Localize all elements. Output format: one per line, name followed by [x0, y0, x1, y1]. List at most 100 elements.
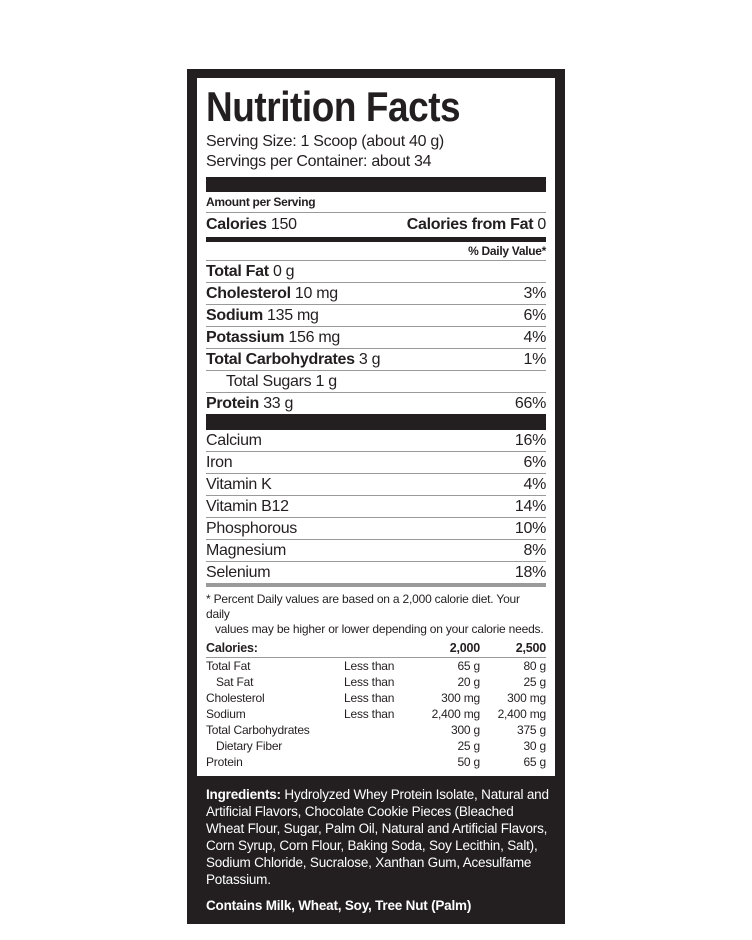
- vitamin-name: Magnesium: [206, 541, 287, 559]
- vitamin-name: Iron: [206, 453, 233, 471]
- nutrient-name: Total Sugars: [226, 372, 312, 390]
- nutrient-amount: 3 g: [358, 350, 381, 368]
- nutrient-row: Sodium 135 mg 6%: [206, 305, 546, 327]
- vitamin-name: Phosphorous: [206, 519, 297, 537]
- label-title: Nutrition Facts: [206, 83, 461, 130]
- daily-value-header: % Daily Value*: [468, 244, 546, 258]
- vitamin-daily-value: 16%: [514, 431, 546, 449]
- thick-divider: [206, 177, 546, 192]
- table-header-cell: 2,000: [414, 639, 480, 658]
- table-row: Total Fat Less than 65 g 80 g: [206, 658, 546, 675]
- nutrient-daily-value: 3%: [523, 284, 546, 302]
- amount-per-serving-row: Amount per Serving: [206, 192, 546, 213]
- table-cell: Protein: [206, 755, 243, 769]
- vitamin-daily-value: 6%: [523, 453, 546, 471]
- nutrition-panel: Nutrition Facts Serving Size: 1 Scoop (a…: [197, 78, 555, 776]
- nutrient-name-amount: Protein 33 g: [206, 395, 293, 413]
- nutrient-name-amount: Sodium 135 mg: [206, 307, 319, 325]
- table-cell: 65 g: [523, 755, 546, 769]
- table-cell: Total Carbohydrates: [206, 723, 310, 737]
- table-cell: Less than: [344, 691, 395, 705]
- nutrient-amount: 135 mg: [267, 306, 319, 324]
- nutrient-daily-value: 1%: [523, 350, 546, 368]
- table-cell: Dietary Fiber: [216, 739, 283, 753]
- daily-value-table: Calories: 2,000 2,500 Total Fat Less than 65 …: [206, 639, 546, 770]
- footnote-line-2: values may be higher or lower depending …: [215, 622, 544, 636]
- table-row: Cholesterol Less than 300 mg 300 mg: [206, 690, 546, 706]
- table-header-cell: [344, 639, 414, 658]
- calories-row: Calories 150 Calories from Fat 0: [206, 213, 546, 242]
- nutrient-amount: 10 mg: [294, 284, 338, 302]
- table-cell: Sat Fat: [216, 675, 254, 689]
- calories-from-fat-label: Calories from Fat: [406, 216, 534, 233]
- nutrient-name-amount: Total Sugars 1 g: [206, 373, 337, 391]
- vitamin-row: Vitamin B12 14%: [206, 496, 546, 518]
- footnote-line-1: * Percent Daily values are based on a 2,…: [206, 592, 520, 621]
- table-cell: Sodium: [206, 707, 246, 721]
- table-cell: Less than: [344, 659, 395, 673]
- amount-per-serving: Amount per Serving: [206, 195, 316, 209]
- ingredients-label: Ingredients:: [206, 787, 281, 802]
- nutrient-row: Total Carbohydrates 3 g 1%: [206, 349, 546, 371]
- table-cell: Less than: [344, 707, 395, 721]
- nutrient-name: Cholesterol: [206, 284, 291, 302]
- vitamin-row: Calcium 16%: [206, 430, 546, 452]
- table-cell: Total Fat: [206, 659, 251, 673]
- table-row: Total Carbohydrates 300 g 375 g: [206, 722, 546, 738]
- nutrient-list: Total Fat 0 g Cholesterol 10 mg 3% Sodium 1…: [206, 261, 546, 414]
- vitamin-daily-value: 4%: [523, 475, 546, 493]
- table-cell: 300 g: [450, 723, 480, 737]
- servings-per-container: Servings per Container: about 34: [206, 153, 432, 170]
- nutrition-label: Nutrition Facts Serving Size: 1 Scoop (a…: [187, 69, 565, 924]
- vitamin-name: Vitamin B12: [206, 497, 289, 515]
- nutrient-amount: 33 g: [263, 394, 294, 412]
- nutrient-amount: 156 mg: [288, 328, 340, 346]
- ingredients: Ingredients: Hydrolyzed Whey Protein Iso…: [206, 786, 551, 888]
- table-cell: [344, 754, 414, 770]
- nutrient-name: Protein: [206, 394, 260, 412]
- table-cell: 25 g: [523, 675, 546, 689]
- calories: Calories 150: [206, 216, 297, 234]
- vitamin-daily-value: 18%: [514, 563, 546, 581]
- allergen-statement: Contains Milk, Wheat, Soy, Tree Nut (Pal…: [206, 898, 472, 913]
- nutrient-name: Total Fat: [206, 262, 269, 280]
- vitamin-daily-value: 10%: [514, 519, 546, 537]
- daily-value-header-row: % Daily Value*: [206, 242, 546, 261]
- nutrient-row: Total Sugars 1 g: [206, 371, 546, 393]
- nutrient-name: Total Carbohydrates: [206, 350, 355, 368]
- table-header-cell: 2,500: [480, 639, 546, 658]
- table-cell: 30 g: [523, 739, 546, 753]
- vitamin-row: Phosphorous 10%: [206, 518, 546, 540]
- nutrient-row: Protein 33 g 66%: [206, 393, 546, 414]
- vitamin-list: Calcium 16% Iron 6% Vitamin K 4% Vitamin B12 14…: [206, 430, 546, 587]
- nutrient-row: Total Fat 0 g: [206, 261, 546, 283]
- table-cell: 300 mg: [441, 691, 480, 705]
- table-cell: 50 g: [457, 755, 480, 769]
- table-row: Sodium Less than 2,400 mg 2,400 mg: [206, 706, 546, 722]
- nutrient-name-amount: Total Fat 0 g: [206, 262, 295, 281]
- nutrient-amount: 0 g: [272, 262, 295, 280]
- serving-size: Serving Size: 1 Scoop (about 40 g): [206, 133, 444, 150]
- nutrient-amount: 1 g: [315, 372, 338, 390]
- table-row: Sat Fat Less than 20 g 25 g: [206, 674, 546, 690]
- table-row: Protein 50 g 65 g: [206, 754, 546, 770]
- table-cell: 65 g: [457, 659, 480, 673]
- vitamin-name: Vitamin K: [206, 475, 272, 493]
- nutrient-daily-value: 6%: [523, 306, 546, 324]
- table-cell: 2,400 mg: [431, 707, 481, 721]
- ingredients-text: Hydrolyzed Whey Protein Isolate, Natural…: [206, 787, 549, 887]
- calories-label: Calories: [206, 216, 267, 233]
- vitamin-row: Iron 6%: [206, 452, 546, 474]
- thick-divider: [206, 414, 546, 430]
- calories-from-fat-value: 0: [537, 216, 546, 233]
- table-cell: Less than: [344, 675, 395, 689]
- nutrient-name: Potassium: [206, 328, 285, 346]
- table-cell: [344, 722, 414, 738]
- table-cell: 300 mg: [507, 691, 546, 705]
- table-cell: Cholesterol: [206, 691, 265, 705]
- nutrient-row: Cholesterol 10 mg 3%: [206, 283, 546, 305]
- table-cell: [344, 738, 414, 754]
- vitamin-name: Selenium: [206, 563, 271, 581]
- calories-value: 150: [270, 216, 297, 233]
- nutrient-row: Potassium 156 mg 4%: [206, 327, 546, 349]
